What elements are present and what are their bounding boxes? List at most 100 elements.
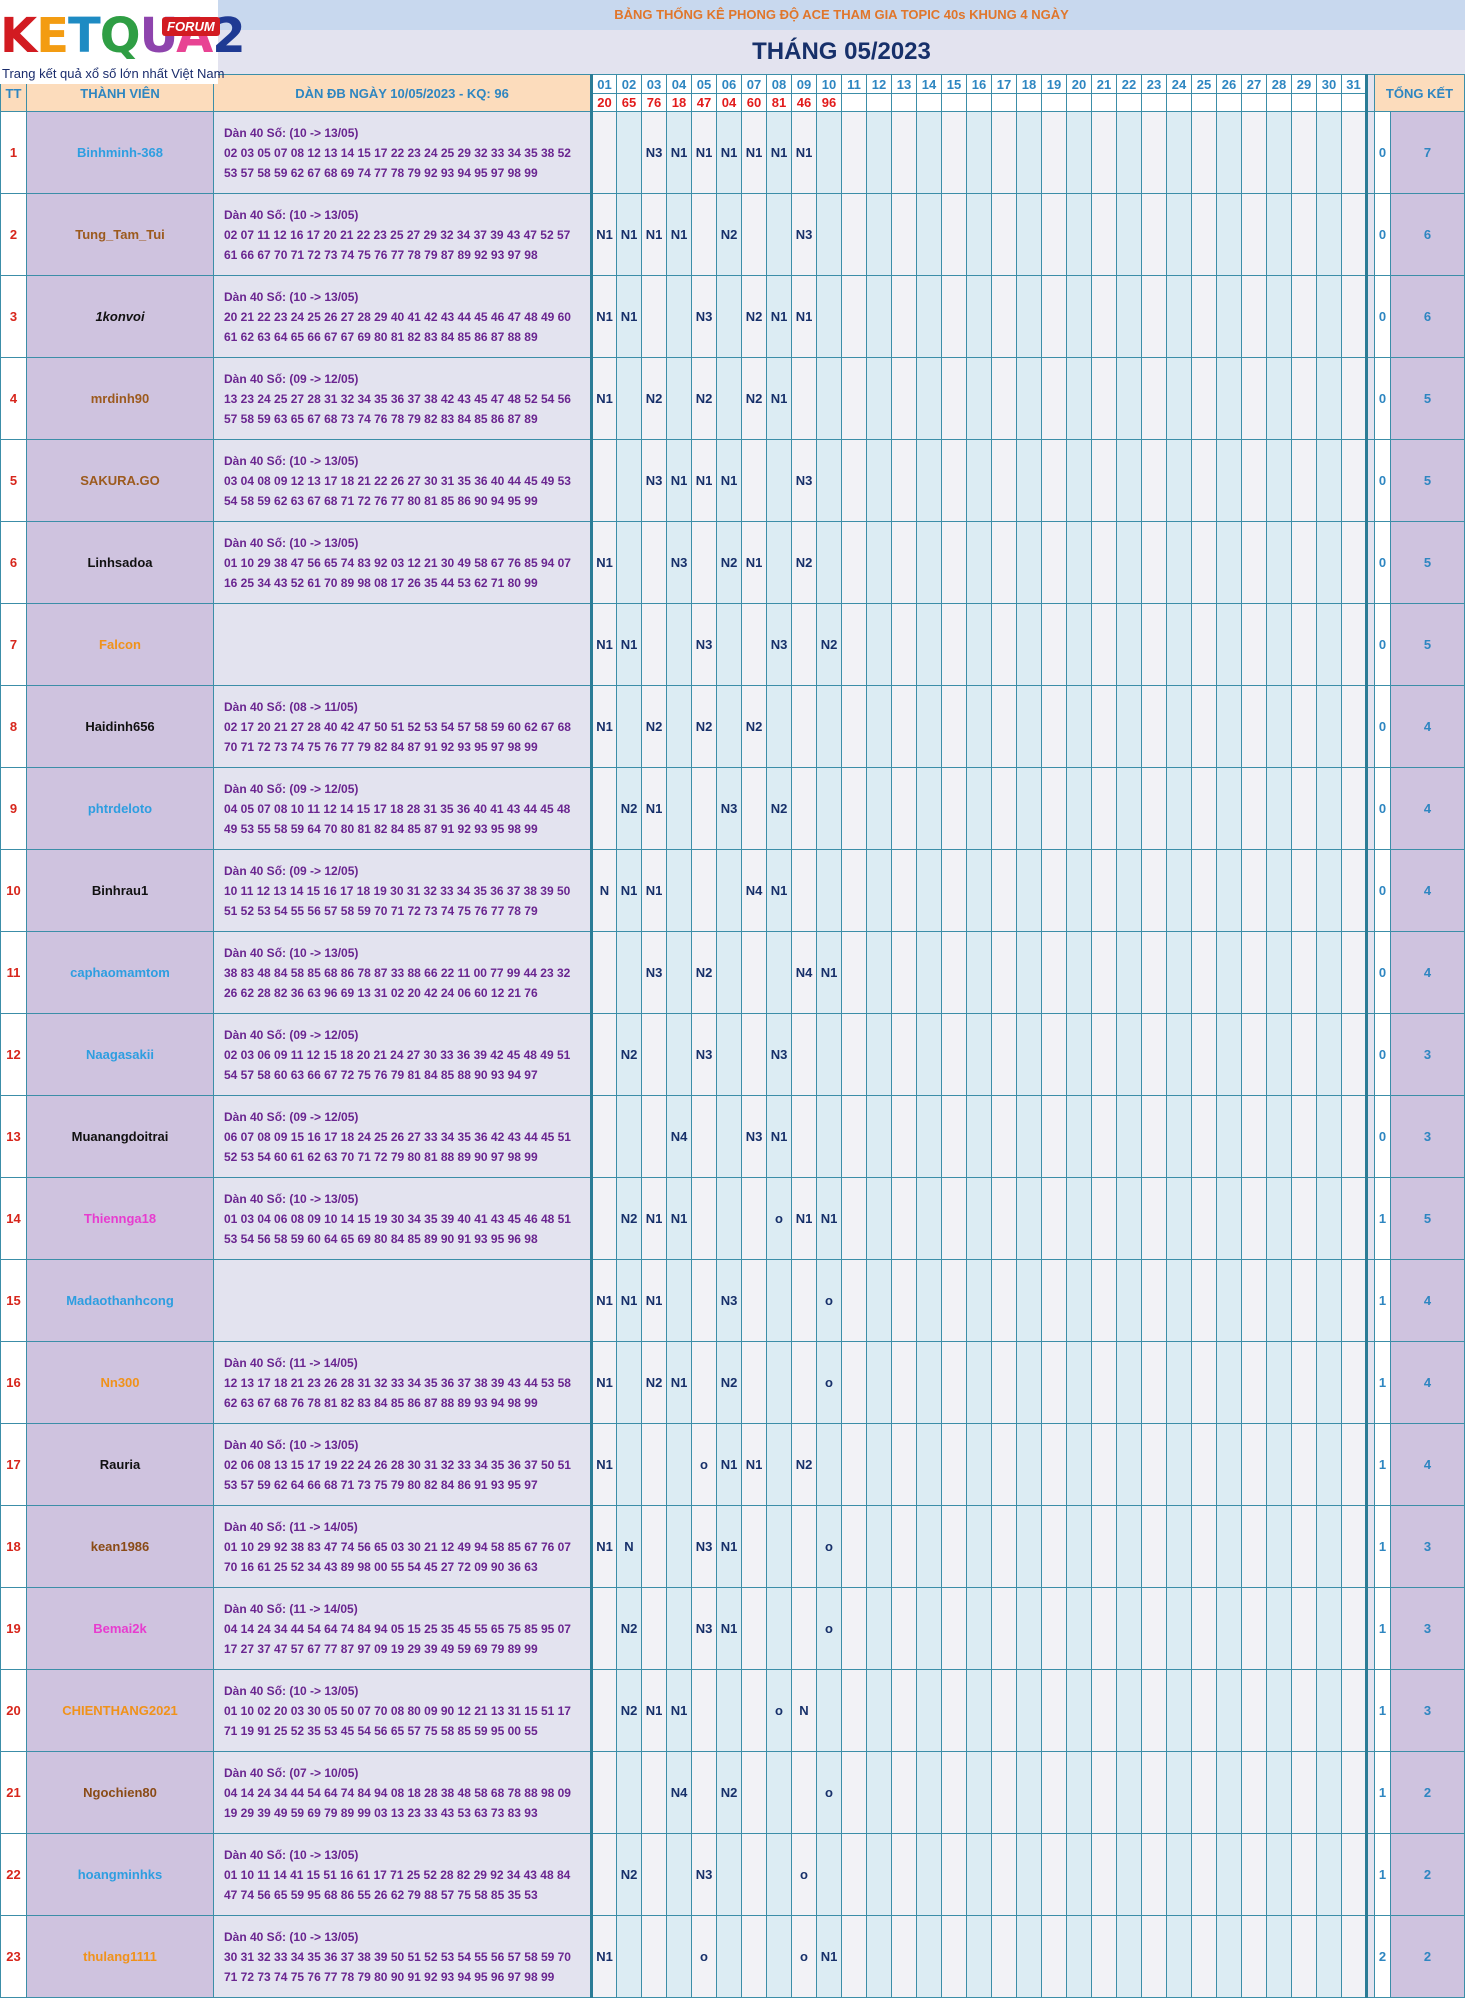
day-mark-cell <box>1041 1013 1067 1096</box>
day-mark-cell <box>1041 1587 1067 1670</box>
day-mark-cell <box>1116 1177 1142 1260</box>
day-mark-cell <box>1116 1669 1142 1752</box>
header-result-18 <box>1016 93 1042 112</box>
day-mark-cell <box>1166 1177 1192 1260</box>
ketqua2-logo[interactable]: KETQUA2 FORUM Trang kết quả xổ số lớn nh… <box>0 0 246 84</box>
member-name[interactable]: Nn300 <box>26 1341 214 1424</box>
day-mark-cell <box>1141 439 1167 522</box>
day-mark-cell <box>1016 849 1042 932</box>
member-name[interactable]: hoangminhks <box>26 1833 214 1916</box>
day-mark-cell: N2 <box>691 685 717 768</box>
day-mark-cell <box>941 1505 967 1588</box>
member-name[interactable]: caphaomamtom <box>26 931 214 1014</box>
day-mark-cell <box>766 1915 792 1998</box>
day-mark-cell <box>1191 1341 1217 1424</box>
day-mark-cell <box>1191 357 1217 440</box>
member-name[interactable]: Binhminh-368 <box>26 111 214 194</box>
dan-range: Dàn 40 Số: (09 -> 12/05) <box>224 1027 359 1042</box>
day-mark-cell <box>1166 1669 1192 1752</box>
member-name[interactable]: Rauria <box>26 1423 214 1506</box>
member-name[interactable]: Linhsadoa <box>26 521 214 604</box>
member-name[interactable]: phtrdeloto <box>26 767 214 850</box>
row-number: 21 <box>0 1751 27 1834</box>
day-mark-cell <box>966 1095 992 1178</box>
day-mark-cell <box>1216 275 1242 358</box>
member-name[interactable]: Binhrau1 <box>26 849 214 932</box>
day-mark-cell <box>766 521 792 604</box>
member-row: 5 SAKURA.GO Dàn 40 Số: (10 -> 13/05) 03 04 … <box>0 439 1465 522</box>
row-number: 1 <box>0 111 27 194</box>
member-row: 21 Ngochien80 Dàn 40 Số: (07 -> 10/05) 04 1… <box>0 1751 1465 1834</box>
day-mark-cell <box>1066 767 1092 850</box>
day-mark-cell <box>1291 849 1317 932</box>
row-number: 12 <box>0 1013 27 1096</box>
day-mark-cell <box>841 439 867 522</box>
dan-numbers: Dàn 40 Số: (10 -> 13/05) 01 03 04 06 08 0… <box>215 1189 591 1249</box>
day-mark-cell <box>1066 849 1092 932</box>
day-mark-cell <box>991 439 1017 522</box>
day-mark-cell <box>1116 685 1142 768</box>
day-mark-cell <box>1066 275 1092 358</box>
day-mark-cell <box>991 1751 1017 1834</box>
day-mark-cell <box>891 1423 917 1506</box>
dan-numbers: Dàn 40 Số: (09 -> 12/05) 10 11 12 13 14 1… <box>215 861 591 921</box>
row-number: 19 <box>0 1587 27 1670</box>
header-dan: DÀN ĐB NGÀY 10/05/2023 - KQ: 96 <box>213 74 592 112</box>
day-mark-cell: N2 <box>716 521 742 604</box>
dan-line: 26 62 28 82 36 63 96 69 13 31 02 20 42 2… <box>224 985 538 1000</box>
member-name[interactable]: Haidinh656 <box>26 685 214 768</box>
total-score: 5 <box>1389 357 1465 440</box>
day-mark-cell <box>1266 685 1292 768</box>
day-mark-cell <box>1241 849 1267 932</box>
member-name[interactable]: Naagasakii <box>26 1013 214 1096</box>
day-mark-cell <box>691 1177 717 1260</box>
day-mark-cell <box>1316 439 1342 522</box>
member-name[interactable]: thulang1111 <box>26 1915 214 1998</box>
day-mark-cell <box>991 767 1017 850</box>
day-mark-cell <box>966 1013 992 1096</box>
day-mark-cell <box>1066 931 1092 1014</box>
member-name[interactable]: Ngochien80 <box>26 1751 214 1834</box>
member-name[interactable]: Falcon <box>26 603 214 686</box>
day-mark-cell <box>916 603 942 686</box>
day-mark-cell <box>691 1095 717 1178</box>
member-name[interactable]: Madaothanhcong <box>26 1259 214 1342</box>
dan-line: 10 11 12 13 14 15 16 17 18 19 30 31 32 3… <box>224 883 571 898</box>
day-mark-cell <box>1041 1423 1067 1506</box>
day-mark-cell: N3 <box>691 275 717 358</box>
day-mark-cell <box>1016 1833 1042 1916</box>
day-mark-cell <box>766 1751 792 1834</box>
member-name[interactable]: Bemai2k <box>26 1587 214 1670</box>
header-day-19: 19 <box>1041 74 1067 94</box>
member-name[interactable]: mrdinh90 <box>26 357 214 440</box>
member-name[interactable]: 1konvoi <box>26 275 214 358</box>
day-mark-cell <box>1016 521 1042 604</box>
day-mark-cell <box>1166 1341 1192 1424</box>
total-hits: 0 <box>1374 357 1391 440</box>
member-name[interactable]: CHIENTHANG2021 <box>26 1669 214 1752</box>
day-mark-cell <box>1066 685 1092 768</box>
day-mark-cell <box>691 849 717 932</box>
day-mark-cell <box>1341 1833 1367 1916</box>
day-mark-cell <box>1341 1423 1367 1506</box>
day-mark-cell <box>1091 1013 1117 1096</box>
day-mark-cell <box>1216 1341 1242 1424</box>
day-mark-cell <box>1116 193 1142 276</box>
dan-cell: Dàn 40 Số: (10 -> 13/05) 02 06 08 13 15 1… <box>213 1423 592 1506</box>
member-name[interactable]: Thiennga18 <box>26 1177 214 1260</box>
header-day-02: 02 <box>616 74 642 94</box>
member-name[interactable]: kean1986 <box>26 1505 214 1588</box>
day-mark-cell <box>966 1669 992 1752</box>
member-name[interactable]: SAKURA.GO <box>26 439 214 522</box>
day-mark-cell: N1 <box>666 193 692 276</box>
day-mark-cell <box>1216 193 1242 276</box>
day-mark-cell: N2 <box>641 685 667 768</box>
day-mark-cell <box>841 1915 867 1998</box>
day-mark-cell <box>1316 1833 1342 1916</box>
day-mark-cell: N4 <box>666 1095 692 1178</box>
member-name[interactable]: Tung_Tam_Tui <box>26 193 214 276</box>
day-mark-cell <box>1116 1013 1142 1096</box>
member-name[interactable]: Muanangdoitrai <box>26 1095 214 1178</box>
header-result-07: 60 <box>741 93 767 112</box>
day-mark-cell <box>1066 1013 1092 1096</box>
